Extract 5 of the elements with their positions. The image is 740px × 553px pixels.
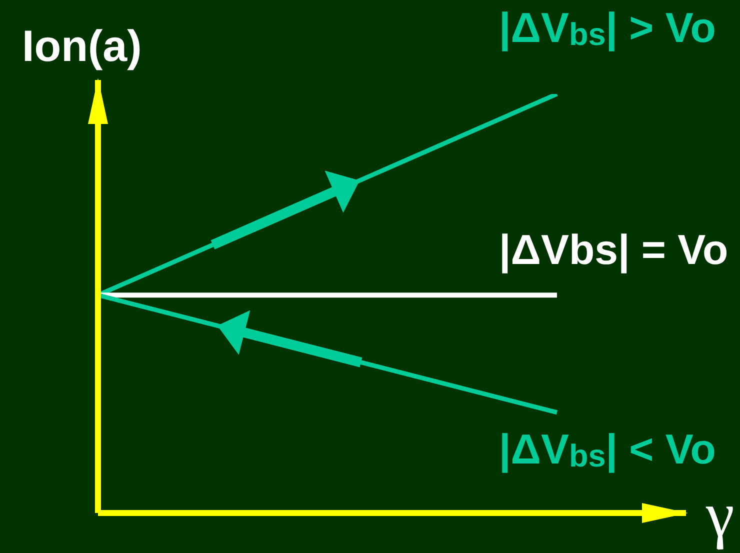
y-axis-title: Ion(a) <box>22 22 142 71</box>
series-label: |ΔVbs| = Vo <box>499 226 728 274</box>
x-axis-title: γ <box>705 479 734 550</box>
series-label: |ΔV$_{bs}$| < Vo <box>499 425 716 474</box>
series-label: |ΔV$_{bs}$| > Vo <box>499 4 716 52</box>
